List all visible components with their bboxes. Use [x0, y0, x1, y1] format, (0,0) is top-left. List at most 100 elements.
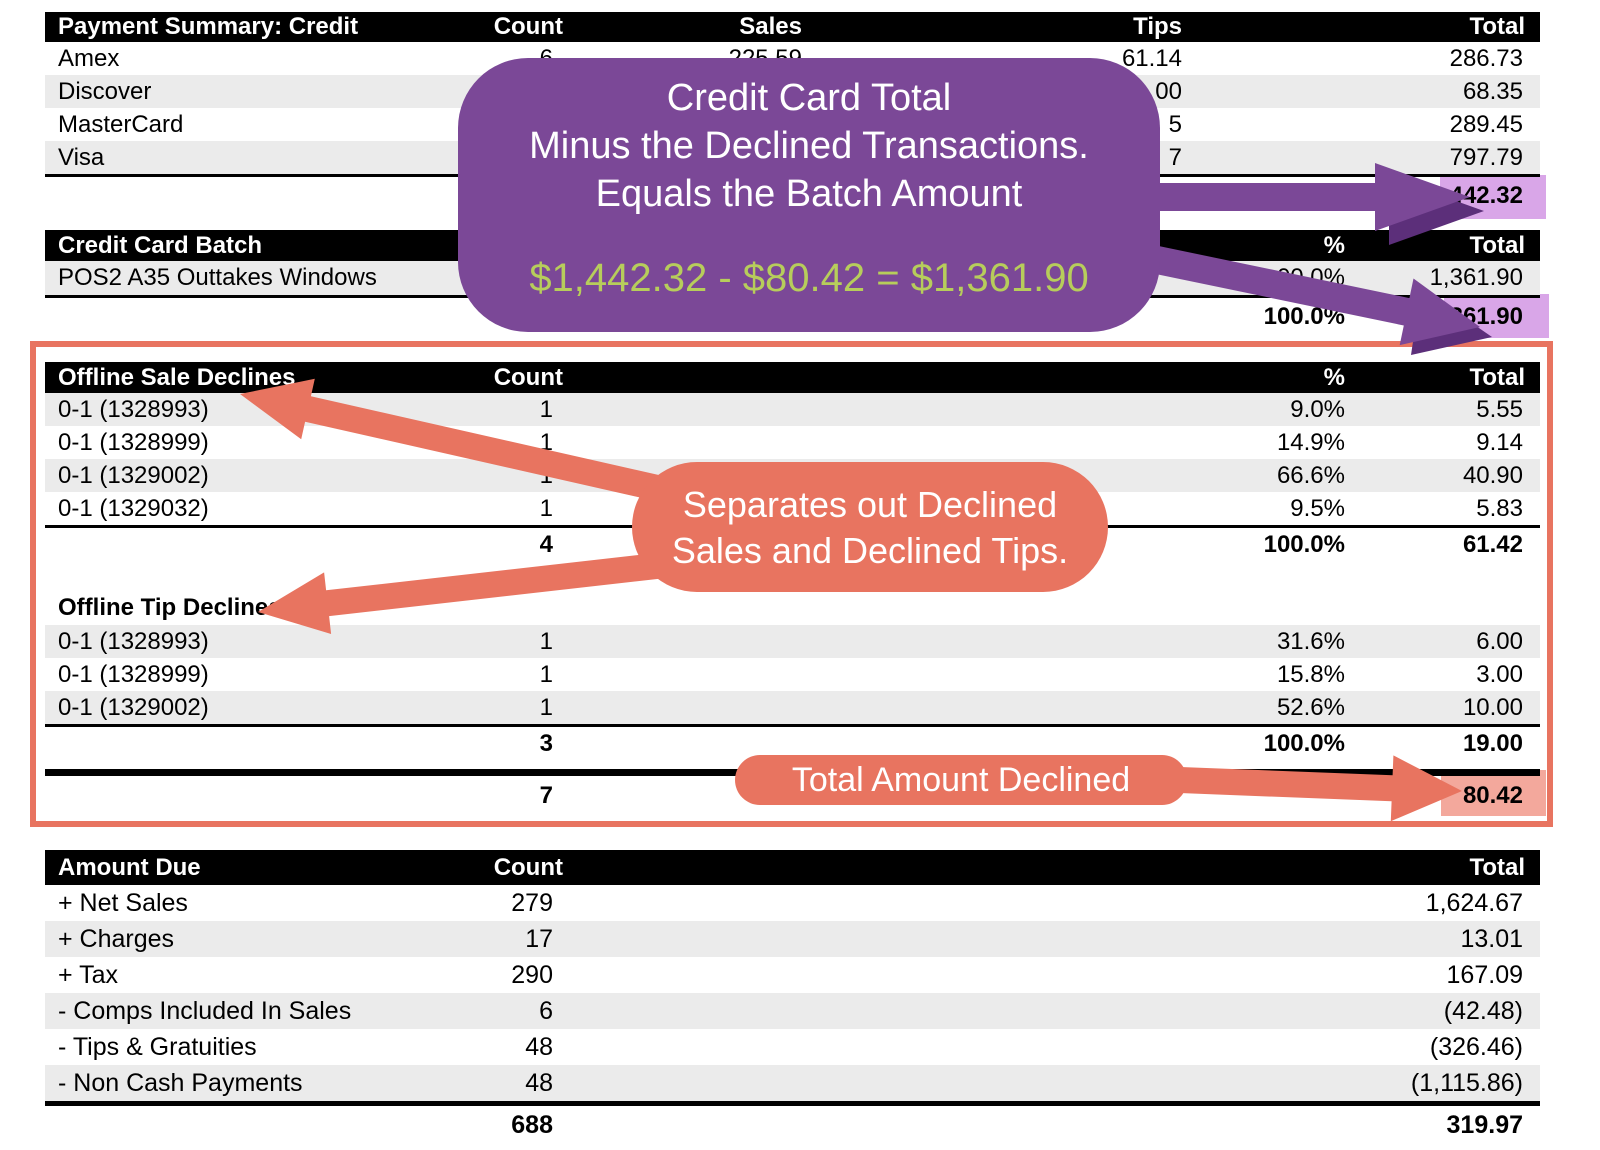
- cell-total: 289.45: [1449, 110, 1523, 138]
- declined-count-value: 7: [539, 782, 553, 809]
- cell-pct: 9.0%: [1290, 395, 1345, 423]
- column-header-count: Count: [493, 13, 563, 40]
- amount-due-header: Amount Due Count Total: [45, 850, 1540, 885]
- table-total-row: 688 319.97: [45, 1101, 1540, 1144]
- cell-pct: 14.9%: [1276, 428, 1345, 456]
- callout-text-line: Sales and Declined Tips.: [671, 530, 1069, 571]
- table-row: 0-1 (1329032) 1 9.5% 5.83: [45, 492, 1540, 525]
- callout-text-line: Minus the Declined Transactions.: [529, 125, 1089, 167]
- cell-total: 5.55: [1476, 395, 1523, 423]
- cell-total: 13.01: [1460, 924, 1523, 953]
- cell-label: 0-1 (1328993): [58, 395, 209, 423]
- table-total-row: 3 100.0% 19.00: [45, 724, 1540, 760]
- column-header-total: Total: [1469, 13, 1525, 40]
- cell-count: 4: [539, 530, 553, 558]
- table-row: - Non Cash Payments 48 (1,115.86): [45, 1065, 1540, 1101]
- cell-total: 19.00: [1462, 729, 1523, 757]
- cell-count: 48: [525, 1032, 553, 1061]
- column-header-count: Count: [493, 853, 563, 881]
- cell-pct: 66.6%: [1276, 461, 1345, 489]
- cell-pct: 31.6%: [1276, 627, 1345, 655]
- total-declined-callout: Total Amount Declined: [735, 755, 1187, 805]
- cell-total: (326.46): [1429, 1032, 1523, 1061]
- table-row: + Tax 290 167.09: [45, 957, 1540, 993]
- cell-count: 1: [539, 693, 553, 721]
- cell-count: 688: [511, 1110, 553, 1139]
- batch-total-value: 1,361.90: [1429, 303, 1523, 330]
- callout-text-line: Credit Card Total: [666, 77, 952, 119]
- cell-pct: 100.0%: [1263, 729, 1345, 757]
- cell-count: 6: [539, 996, 553, 1025]
- cell-tips: 00: [1155, 77, 1182, 105]
- table-row: 0-1 (1328993) 1 31.6% 6.00: [45, 625, 1540, 658]
- declines-grand-total-row: 7 80.42: [45, 776, 1540, 816]
- table-title: Credit Card Batch: [58, 231, 263, 259]
- payment-summary-table: Payment Summary: Credit Count Sales Tips…: [45, 12, 1540, 215]
- cell-count: 17: [525, 924, 553, 953]
- cell-total: 61.42: [1462, 530, 1523, 558]
- cell-total: 40.90: [1462, 461, 1523, 489]
- cell-label: - Comps Included In Sales: [58, 996, 352, 1025]
- table-row: 0-1 (1328999) 1 15.8% 3.00: [45, 658, 1540, 691]
- cell-count: 3: [539, 729, 553, 757]
- credit-card-total-value: 1,442.32: [1429, 182, 1523, 209]
- column-header-total: Total: [1469, 231, 1525, 259]
- table-row: - Tips & Gratuities 48 (326.46): [45, 1029, 1540, 1065]
- cell-total: 5.83: [1476, 494, 1523, 522]
- table-row: - Comps Included In Sales 6 (42.48): [45, 993, 1540, 1029]
- cell-label: POS2 A35 Outtakes Windows: [58, 264, 377, 291]
- table-row: 0-1 (1328993) 1 9.0% 5.55: [45, 393, 1540, 426]
- cell-count: 290: [511, 960, 553, 989]
- column-header-tips: Tips: [1133, 13, 1182, 40]
- cell-count: 1: [539, 494, 553, 522]
- cell-label: MasterCard: [58, 110, 184, 138]
- cell-label: 0-1 (1328999): [58, 428, 209, 456]
- cell-total: 6.00: [1476, 627, 1523, 655]
- cell-total: (1,115.86): [1410, 1068, 1523, 1097]
- cell-tips: 5: [1168, 110, 1182, 138]
- cell-total: 1,361.90: [1429, 264, 1523, 291]
- cell-total: 319.97: [1446, 1110, 1523, 1139]
- cell-pct: 100.0%: [1263, 530, 1345, 558]
- cell-label: 0-1 (1328999): [58, 660, 209, 688]
- cell-count: 279: [511, 888, 553, 917]
- cell-tips: 61.14: [1121, 44, 1182, 72]
- callout-text-line: Equals the Batch Amount: [595, 173, 1023, 215]
- column-header-sales: Sales: [739, 13, 802, 40]
- cell-label: Discover: [58, 77, 152, 105]
- sale-declines-header: Offline Sale Declines Count % Total: [45, 362, 1540, 393]
- declines-callout: Separates out Declined Sales and Decline…: [632, 462, 1108, 592]
- cell-count: 1: [539, 660, 553, 688]
- cell-count: 1: [539, 395, 553, 423]
- cell-count: 1: [539, 627, 553, 655]
- cell-total: (42.48): [1443, 996, 1523, 1025]
- cell-total: 10.00: [1462, 693, 1523, 721]
- table-title: Amount Due: [58, 853, 201, 881]
- cell-pct: 9.5%: [1290, 494, 1345, 522]
- cell-label: 0-1 (1328993): [58, 627, 209, 655]
- cell-label: 0-1 (1329032): [58, 494, 209, 522]
- cell-count: 48: [525, 1068, 553, 1097]
- table-row: + Net Sales 279 1,624.67: [45, 885, 1540, 921]
- column-header-total: Total: [1469, 853, 1525, 881]
- table-title: Payment Summary: Credit: [58, 13, 359, 40]
- cell-total: 9.14: [1476, 428, 1523, 456]
- cell-label: - Tips & Gratuities: [58, 1032, 257, 1061]
- cell-total: 68.35: [1462, 77, 1523, 105]
- table-title: Offline Tip Declines: [58, 593, 282, 621]
- cell-pct: 15.8%: [1276, 660, 1345, 688]
- column-header-count: Count: [493, 363, 563, 391]
- table-row: 0-1 (1328999) 1 14.9% 9.14: [45, 426, 1540, 459]
- cell-label: 0-1 (1329002): [58, 693, 209, 721]
- declined-total-value: 80.42: [1462, 782, 1523, 809]
- cell-label: Amex: [58, 44, 120, 72]
- cell-count: 1: [539, 461, 553, 489]
- batch-formula-text: $1,442.32 - $80.42 = $1,361.90: [529, 256, 1089, 300]
- cell-total: 1,624.67: [1425, 888, 1523, 917]
- cell-label: 0-1 (1329002): [58, 461, 209, 489]
- cell-label: - Non Cash Payments: [58, 1068, 303, 1097]
- cell-pct: 52.6%: [1276, 693, 1345, 721]
- credit-total-callout: Credit Card Total Minus the Declined Tra…: [458, 58, 1160, 332]
- cell-label: Visa: [58, 143, 105, 171]
